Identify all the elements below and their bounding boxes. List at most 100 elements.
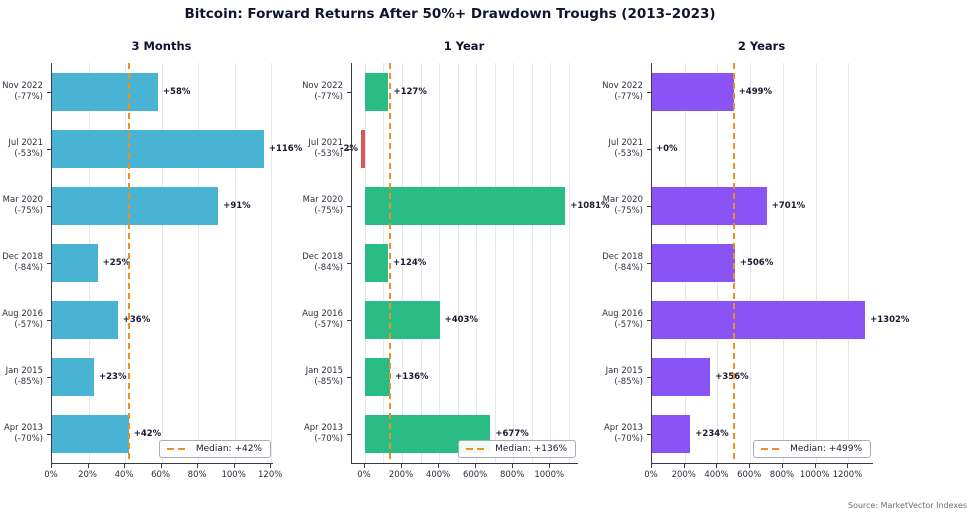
median-legend-3-months: Median: +42% [158, 440, 271, 458]
category-date: Jul 2021 [308, 137, 343, 148]
y-tick-mark [647, 377, 651, 379]
category-label: Aug 2016 (-57%) [229, 309, 343, 331]
bar-2-years-row2 [652, 186, 767, 225]
x-tick-mark [270, 464, 272, 468]
x-tick-label: 0% [357, 470, 371, 480]
median-dash-icon [166, 447, 189, 451]
subplot-title-3-months: 3 Months [131, 39, 192, 53]
gridline [271, 63, 273, 463]
x-tick-label: 1000% [799, 470, 830, 480]
category-drawdown: (-84%) [14, 263, 43, 274]
bar-value-label: +499% [738, 86, 773, 97]
y-tick-mark [47, 205, 51, 207]
x-tick-label: 100% [221, 470, 246, 480]
x-tick-mark [549, 464, 551, 468]
gridline [198, 63, 200, 463]
category-label: Nov 2022 (-77%) [0, 81, 43, 103]
bar-2-years-row6 [652, 415, 691, 454]
x-tick-label: 60% [151, 470, 171, 480]
category-label: Jul 2021 (-53%) [529, 138, 643, 160]
bar-value-label: +1302% [870, 315, 910, 326]
bar-value-label: +136% [395, 372, 429, 383]
category-label: Jul 2021 (-53%) [0, 138, 43, 160]
category-drawdown: (-57%) [314, 320, 343, 331]
bar-value-label: +23% [99, 372, 127, 383]
bar-value-label: +91% [223, 200, 251, 211]
bar-1-year-row3 [364, 244, 388, 282]
category-date: Dec 2018 [302, 252, 343, 262]
x-tick-label: 40% [114, 470, 134, 480]
x-tick-mark [438, 464, 440, 468]
category-label: Apr 2013 (-70%) [529, 423, 643, 445]
bar-3-months-row6 [52, 415, 129, 454]
bar-value-label: +234% [695, 429, 729, 440]
category-drawdown: (-75%) [14, 205, 43, 216]
gridline [568, 63, 570, 463]
x-tick-label: 20% [78, 470, 97, 480]
bar-value-label: +506% [739, 258, 774, 268]
category-label: Jan 2015 (-85%) [229, 366, 343, 388]
gridline [125, 63, 127, 463]
median-line-1-year [389, 63, 392, 463]
category-date: Jul 2021 [8, 137, 43, 148]
category-label: Dec 2018 (-84%) [529, 252, 643, 274]
category-drawdown: (-53%) [14, 148, 43, 159]
bar-3-months-row2 [52, 186, 219, 225]
x-tick-mark [651, 464, 652, 468]
y-tick-mark [47, 148, 51, 150]
bar-value-label: +58% [162, 86, 191, 97]
x-tick-mark [512, 464, 514, 468]
category-drawdown: (-84%) [314, 263, 343, 274]
x-tick-mark [683, 464, 685, 468]
gridline [161, 63, 163, 463]
x-tick-label: 1200% [832, 470, 863, 480]
y-tick-mark [347, 320, 351, 322]
x-tick-label: 600% [737, 470, 762, 480]
category-label: Aug 2016 (-57%) [0, 309, 43, 331]
bar-value-label: +677% [495, 429, 529, 440]
gridline [402, 63, 404, 463]
median-dash-icon [761, 447, 784, 451]
category-label: Jan 2015 (-85%) [0, 366, 43, 388]
x-tick-label: 120% [258, 470, 283, 480]
gridline [513, 63, 515, 463]
bar-2-years-row3 [652, 244, 735, 282]
y-tick-mark [347, 377, 351, 379]
x-tick-mark [160, 464, 162, 468]
category-date: Mar 2020 [2, 194, 43, 205]
gridline [476, 63, 478, 463]
bar-3-months-row5 [52, 358, 94, 397]
median-line-2-years [732, 63, 735, 463]
subplot-title-1-year: 1 Year [443, 39, 485, 53]
bar-value-label: +25% [102, 258, 131, 268]
category-date: Dec 2018 [2, 252, 43, 262]
category-drawdown: (-77%) [14, 91, 43, 102]
x-tick-mark [749, 464, 751, 468]
category-drawdown: (-57%) [614, 320, 643, 331]
category-label: Dec 2018 (-84%) [229, 252, 343, 274]
y-tick-mark [647, 205, 651, 207]
gridline [234, 63, 236, 463]
x-tick-mark [781, 464, 783, 468]
x-tick-mark [814, 464, 816, 468]
x-tick-label: 200% [388, 470, 414, 480]
category-date: Apr 2013 [603, 423, 643, 434]
gridline [815, 63, 817, 463]
x-tick-mark [401, 464, 403, 468]
category-date: Mar 2020 [602, 194, 643, 205]
plot-area-3-months: +58% +116% +91% +25% +36% +23% +42% Median: +42… [51, 63, 302, 464]
median-legend-2-years: Median: +499% [753, 440, 871, 458]
bar-2-years-row4 [652, 301, 866, 340]
category-drawdown: (-75%) [314, 205, 343, 216]
category-date: Aug 2016 [602, 309, 643, 320]
gridline [420, 63, 422, 463]
y-tick-mark [647, 320, 651, 322]
category-drawdown: (-75%) [614, 205, 643, 216]
x-tick-mark [124, 464, 126, 468]
category-date: Mar 2020 [302, 194, 343, 205]
x-tick-label: 800% [769, 470, 795, 480]
x-tick-label: 0% [44, 470, 58, 480]
category-drawdown: (-57%) [14, 320, 43, 331]
bar-value-label: +356% [715, 358, 748, 396]
